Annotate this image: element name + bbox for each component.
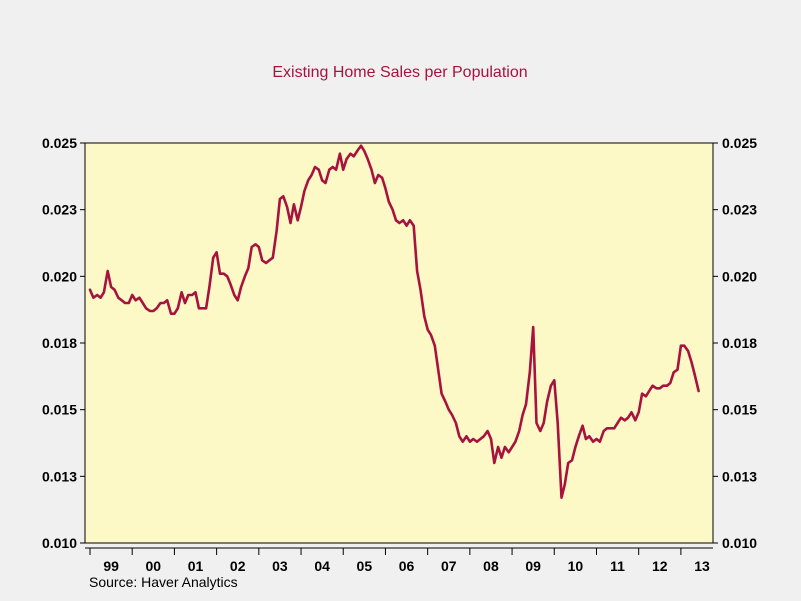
x-tick-label: 12 [652, 558, 668, 574]
series-line [88, 144, 700, 499]
x-tick-label: 04 [314, 558, 330, 574]
x-tick-label: 05 [357, 558, 373, 574]
y-tick-label-right: 0.018 [722, 335, 757, 351]
x-tick-label: 10 [568, 558, 584, 574]
x-tick-label: 03 [272, 558, 288, 574]
x-tick-label: 06 [399, 558, 415, 574]
x-tick-label: 01 [188, 558, 204, 574]
source-note: Source: Haver Analytics [89, 574, 238, 590]
y-axis-right: 0.010 0.013 0.015 0.018 0.020 0.023 0.025 [713, 135, 757, 551]
y-tick-label-right: 0.020 [722, 268, 757, 284]
y-tick-label-left: 0.023 [42, 202, 77, 218]
y-tick-label-left: 0.013 [42, 468, 77, 484]
chart-title: Existing Home Sales per Population [272, 64, 527, 81]
x-axis: 99 00 01 02 03 04 05 06 07 08 09 10 11 12 13 [85, 547, 713, 574]
y-tick-label-left: 0.025 [42, 135, 77, 151]
x-tick-label: 13 [694, 558, 710, 574]
y-tick-label-left: 0.018 [42, 335, 77, 351]
y-axis-left: 0.010 0.013 0.015 0.018 0.020 0.023 0.025 [42, 135, 85, 551]
x-tick-label: 07 [441, 558, 457, 574]
x-tick-label: 09 [525, 558, 541, 574]
y-tick-label-left: 0.015 [42, 402, 77, 418]
x-tick-label: 02 [230, 558, 246, 574]
x-tick-label: 08 [483, 558, 499, 574]
x-tick-label: 11 [610, 558, 625, 574]
y-tick-label-right: 0.023 [722, 202, 757, 218]
y-tick-label-right: 0.015 [722, 402, 757, 418]
y-tick-label-left: 0.020 [42, 268, 77, 284]
y-tick-label-right: 0.025 [722, 135, 757, 151]
y-tick-label-right: 0.013 [722, 468, 757, 484]
y-tick-label-left: 0.010 [42, 535, 77, 551]
x-tick-label: 99 [103, 558, 119, 574]
x-tick-label: 00 [146, 558, 162, 574]
plot-area [84, 142, 714, 544]
y-tick-label-right: 0.010 [722, 535, 757, 551]
